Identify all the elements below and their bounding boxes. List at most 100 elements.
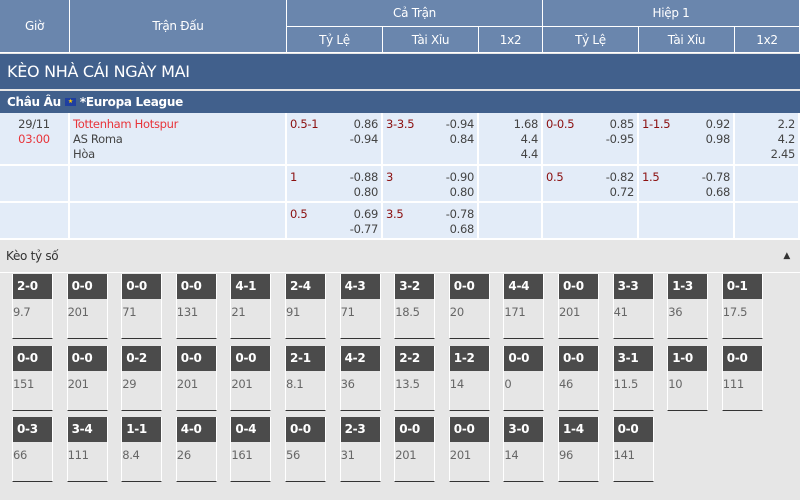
score-label: 2-3 xyxy=(340,417,380,442)
header-tran-dau: Trận Đấu xyxy=(70,0,287,53)
score-label: 0-0 xyxy=(559,346,598,371)
odds-value[interactable]: -0.90 xyxy=(445,170,475,184)
score-card[interactable]: 0-0 56 xyxy=(285,417,326,482)
odds-value[interactable]: 0.98 xyxy=(705,132,731,146)
score-card[interactable]: 0-3 66 xyxy=(12,417,53,482)
cell-ft-1x2 xyxy=(479,166,543,203)
odds-value[interactable]: 0.92 xyxy=(705,117,731,131)
score-card[interactable]: 4-0 26 xyxy=(175,417,217,482)
score-card[interactable]: 1-0 10 xyxy=(667,346,709,411)
score-card[interactable]: 3-4 111 xyxy=(66,417,108,482)
score-odds: 141 xyxy=(613,448,635,462)
odds-value[interactable]: 4.4 xyxy=(520,132,539,146)
score-card[interactable]: 3-0 14 xyxy=(503,417,545,482)
odds-value[interactable]: 0.85 xyxy=(609,117,635,131)
score-card[interactable]: 0-4 161 xyxy=(230,417,272,482)
cell-match xyxy=(70,166,287,203)
section-title: KÈO NHÀ CÁI NGÀY MAI xyxy=(0,54,800,89)
score-odds: 9.7 xyxy=(13,305,31,319)
odds-value[interactable]: 0.86 xyxy=(353,117,379,131)
score-card[interactable]: 0-0 20 xyxy=(448,274,490,339)
score-card[interactable]: 0-0 46 xyxy=(558,346,599,411)
score-odds: 20 xyxy=(449,305,464,319)
score-card[interactable]: 4-4 171 xyxy=(503,274,545,339)
odds-value[interactable]: -0.82 xyxy=(605,170,635,184)
score-card[interactable]: 3-1 11.5 xyxy=(612,346,654,411)
odds-value[interactable]: 0.72 xyxy=(609,185,635,199)
score-label: 3-3 xyxy=(613,274,653,299)
odds-value[interactable]: -0.88 xyxy=(349,170,379,184)
header-gio: Giờ xyxy=(0,0,70,53)
score-card[interactable]: 1-2 14 xyxy=(448,346,490,411)
odds-value[interactable]: -0.78 xyxy=(701,170,731,184)
odds-value[interactable]: 0.80 xyxy=(353,185,379,199)
score-card[interactable]: 0-2 29 xyxy=(121,346,163,411)
odds-value[interactable]: 0.80 xyxy=(449,185,475,199)
score-card[interactable]: 2-2 13.5 xyxy=(394,346,436,411)
odds-value[interactable]: 2.2 xyxy=(777,117,796,131)
score-card[interactable]: 0-0 201 xyxy=(558,274,599,339)
home-team[interactable]: Tottenham Hotspur xyxy=(73,117,179,131)
score-label: 0-1 xyxy=(722,274,762,299)
score-odds: 201 xyxy=(176,377,198,391)
odds-value[interactable]: -0.94 xyxy=(349,132,379,146)
score-card[interactable]: 3-2 18.5 xyxy=(394,274,436,339)
score-card[interactable]: 1-3 36 xyxy=(667,274,709,339)
score-card[interactable]: 4-3 71 xyxy=(339,274,381,339)
league-row[interactable]: Châu Âu ★ *Europa League xyxy=(0,91,800,113)
odds-value[interactable]: -0.78 xyxy=(445,207,475,221)
score-card[interactable]: 0-0 131 xyxy=(175,274,217,339)
header-h1-1x2: 1x2 xyxy=(735,27,800,53)
line-value: 3 xyxy=(386,170,394,184)
score-card[interactable]: 1-1 8.4 xyxy=(121,417,163,482)
score-section-title: Kèo tỷ số xyxy=(6,249,59,263)
odds-value[interactable]: 2.45 xyxy=(770,147,796,161)
cell-ft-ou: 3-3.5 -0.94 0.84 xyxy=(383,113,479,166)
score-card[interactable]: 0-0 111 xyxy=(721,346,763,411)
cell-h1-hdp xyxy=(543,203,639,240)
score-card[interactable]: 0-1 17.5 xyxy=(721,274,763,339)
score-card[interactable]: 0-0 201 xyxy=(394,417,436,482)
score-section-header[interactable]: Kèo tỷ số ▲ xyxy=(0,240,800,273)
score-label: 3-2 xyxy=(395,274,435,299)
score-card[interactable]: 4-1 21 xyxy=(230,274,272,339)
odds-value[interactable]: 4.4 xyxy=(520,147,539,161)
score-card[interactable]: 2-3 31 xyxy=(339,417,381,482)
odds-value[interactable]: -0.77 xyxy=(349,222,379,236)
score-card[interactable]: 1-4 96 xyxy=(558,417,599,482)
score-label: 4-0 xyxy=(176,417,216,442)
odds-value[interactable]: 0.68 xyxy=(449,222,475,236)
score-card[interactable]: 0-0 151 xyxy=(12,346,53,411)
league-name: *Europa League xyxy=(79,95,183,109)
score-card[interactable]: 0-0 141 xyxy=(612,417,654,482)
score-odds: 36 xyxy=(340,377,355,391)
score-card[interactable]: 0-0 201 xyxy=(448,417,490,482)
score-card[interactable]: 0-0 201 xyxy=(175,346,217,411)
odds-value[interactable]: 0.68 xyxy=(705,185,731,199)
score-label: 0-0 xyxy=(231,346,271,371)
odds-value[interactable]: 4.2 xyxy=(777,132,796,146)
score-label: 1-3 xyxy=(668,274,708,299)
cell-gio xyxy=(0,203,70,240)
score-card[interactable]: 2-4 91 xyxy=(285,274,326,339)
cell-gio: 29/11 03:00 xyxy=(0,113,70,166)
odds-value[interactable]: 0.69 xyxy=(353,207,379,221)
away-team[interactable]: AS Roma xyxy=(73,132,123,146)
header-ca-tran: Cả Trận xyxy=(287,0,543,27)
odds-value[interactable]: -0.94 xyxy=(445,117,475,131)
odds-value[interactable]: -0.95 xyxy=(605,132,635,146)
score-card[interactable]: 2-0 9.7 xyxy=(12,274,53,339)
score-card[interactable]: 0-0 71 xyxy=(121,274,163,339)
score-card[interactable]: 0-0 201 xyxy=(66,274,108,339)
score-card[interactable]: 0-0 0 xyxy=(503,346,545,411)
odds-value[interactable]: 1.68 xyxy=(513,117,539,131)
caret-up-icon[interactable]: ▲ xyxy=(783,251,790,261)
score-card[interactable]: 2-1 8.1 xyxy=(285,346,326,411)
score-card[interactable]: 0-0 201 xyxy=(230,346,272,411)
score-card[interactable]: 0-0 201 xyxy=(66,346,108,411)
odds-value[interactable]: 0.84 xyxy=(449,132,475,146)
line-value: 0.5-1 xyxy=(290,117,319,131)
score-card[interactable]: 3-3 41 xyxy=(612,274,654,339)
cell-ft-ou: 3.5 -0.78 0.68 xyxy=(383,203,479,240)
score-card[interactable]: 4-2 36 xyxy=(339,346,381,411)
